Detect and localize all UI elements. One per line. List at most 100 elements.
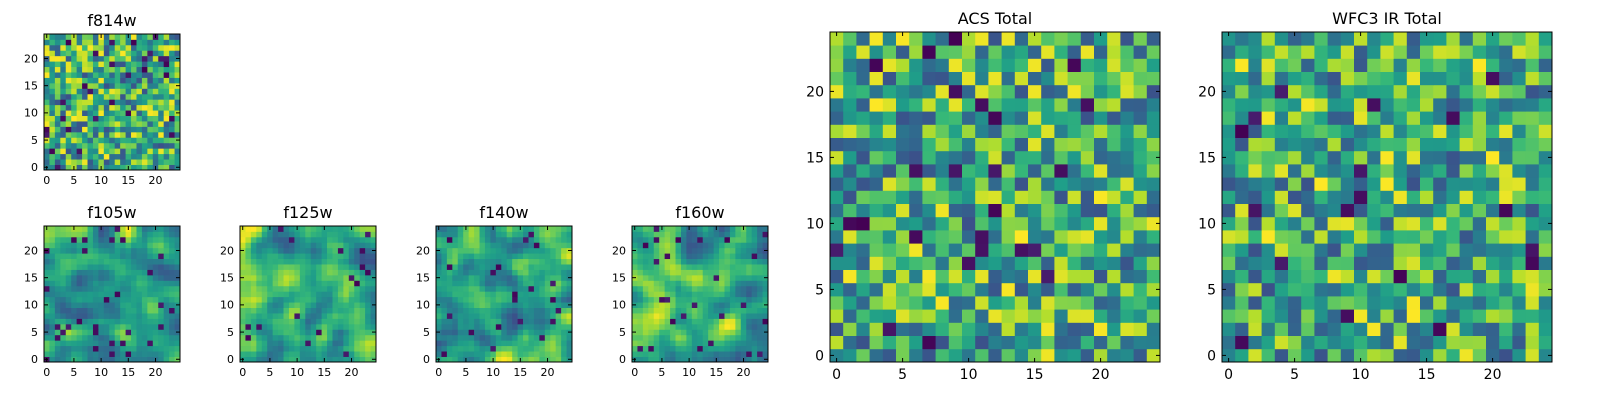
heatmap-cell	[457, 226, 464, 232]
heatmap-cell	[441, 269, 448, 276]
heatmap-cell	[686, 323, 693, 330]
heatmap-cell	[92, 313, 99, 319]
heatmap-cell	[735, 274, 742, 281]
heatmap-cell	[65, 66, 72, 73]
heatmap-cell	[1146, 98, 1161, 112]
heatmap-cell	[327, 236, 333, 243]
heatmap-cell	[92, 226, 99, 232]
heatmap-cell	[1067, 203, 1082, 218]
heatmap-cell	[1041, 256, 1055, 270]
heatmap-cell	[1380, 296, 1394, 310]
heatmap-cell	[332, 302, 339, 308]
heatmap-cell	[131, 345, 137, 352]
heatmap-cell	[299, 307, 306, 314]
heatmap-cell	[1354, 348, 1368, 363]
heatmap-cell	[1054, 243, 1068, 257]
heatmap-cell	[1067, 322, 1082, 336]
heatmap-cell	[174, 115, 181, 122]
heatmap-cell	[54, 356, 61, 363]
heatmap-cell	[523, 242, 529, 249]
heatmap-cell	[120, 313, 126, 319]
heatmap-cell	[245, 236, 252, 243]
heatmap-cell	[1486, 256, 1500, 270]
heatmap-cell	[1433, 71, 1447, 86]
heatmap-cell	[1235, 98, 1249, 112]
heatmap-cell	[163, 334, 170, 341]
heatmap-cell	[348, 302, 355, 308]
heatmap-cell	[1235, 177, 1249, 191]
heatmap-cell	[501, 296, 508, 303]
heatmap-cell	[245, 231, 252, 238]
heatmap-cell	[724, 236, 731, 243]
heatmap-cell	[1340, 137, 1355, 152]
heatmap-cell	[65, 231, 72, 238]
heatmap-cell	[830, 137, 844, 152]
heatmap-cell	[109, 153, 116, 160]
heatmap-cell	[1512, 137, 1526, 152]
heatmap-cell	[283, 356, 290, 363]
heatmap-cell	[1028, 335, 1042, 350]
heatmap-cell	[1433, 124, 1447, 138]
heatmap-cell	[299, 264, 306, 270]
heatmap-cell	[708, 307, 714, 314]
heatmap-cell	[288, 323, 295, 330]
heatmap-cell	[691, 242, 698, 249]
heatmap-cell	[1235, 243, 1249, 257]
heatmap-cell	[550, 236, 557, 243]
heatmap-cell	[935, 256, 950, 270]
heatmap-cell	[82, 115, 88, 122]
panel-title: ACS Total	[958, 9, 1032, 28]
heatmap-cell	[757, 264, 763, 270]
heatmap-cell	[1235, 58, 1249, 72]
heatmap-cell	[65, 236, 72, 243]
heatmap-cell	[523, 340, 529, 347]
heatmap-cell	[316, 280, 322, 287]
heatmap-cell	[354, 351, 361, 357]
heatmap-cell	[1327, 296, 1342, 310]
heatmap-cell	[1314, 203, 1328, 218]
heatmap-cell	[316, 253, 322, 260]
heatmap-cell	[337, 318, 344, 325]
heatmap-cell	[719, 340, 725, 347]
heatmap-cell	[566, 258, 573, 265]
heatmap-cell	[1146, 71, 1161, 86]
heatmap-cell	[87, 264, 94, 270]
heatmap-cell	[147, 164, 154, 171]
heatmap-cell	[675, 236, 682, 243]
heatmap-cell	[1393, 309, 1408, 323]
heatmap-cell	[250, 356, 257, 363]
heatmap-cell	[719, 318, 725, 325]
heatmap-cell	[1433, 282, 1447, 297]
heatmap-cell	[1288, 137, 1302, 152]
heatmap-cell	[71, 340, 78, 347]
heatmap-cell	[1499, 71, 1513, 86]
heatmap-cell	[751, 264, 758, 270]
heatmap-cell	[131, 72, 137, 78]
heatmap-cell	[1459, 322, 1474, 336]
heatmap-cell	[523, 236, 529, 243]
heatmap-cell	[869, 190, 884, 204]
heatmap-cell	[1446, 58, 1460, 72]
heatmap-cell	[1028, 296, 1042, 310]
x-tick-label: 15	[121, 366, 135, 379]
heatmap-cell	[746, 340, 753, 347]
y-tick-label: 5	[619, 326, 626, 339]
heatmap-cell	[1433, 32, 1447, 46]
heatmap-cell	[441, 231, 448, 238]
heatmap-cell	[561, 307, 567, 314]
heatmap-cell	[158, 296, 165, 303]
heatmap-cell	[267, 296, 274, 303]
heatmap-cell	[523, 351, 529, 357]
heatmap-cell	[463, 231, 470, 238]
heatmap-cell	[479, 351, 486, 357]
heatmap-cell	[103, 66, 110, 73]
heatmap-cell	[484, 334, 491, 341]
heatmap-cell	[174, 313, 181, 319]
heatmap-cell	[561, 253, 567, 260]
heatmap-cell	[1420, 177, 1434, 191]
heatmap-cell	[1014, 137, 1029, 152]
heatmap-cell	[1107, 98, 1121, 112]
heatmap-cell	[555, 296, 562, 303]
heatmap-cell	[131, 44, 137, 51]
heatmap-cell	[1406, 335, 1421, 350]
